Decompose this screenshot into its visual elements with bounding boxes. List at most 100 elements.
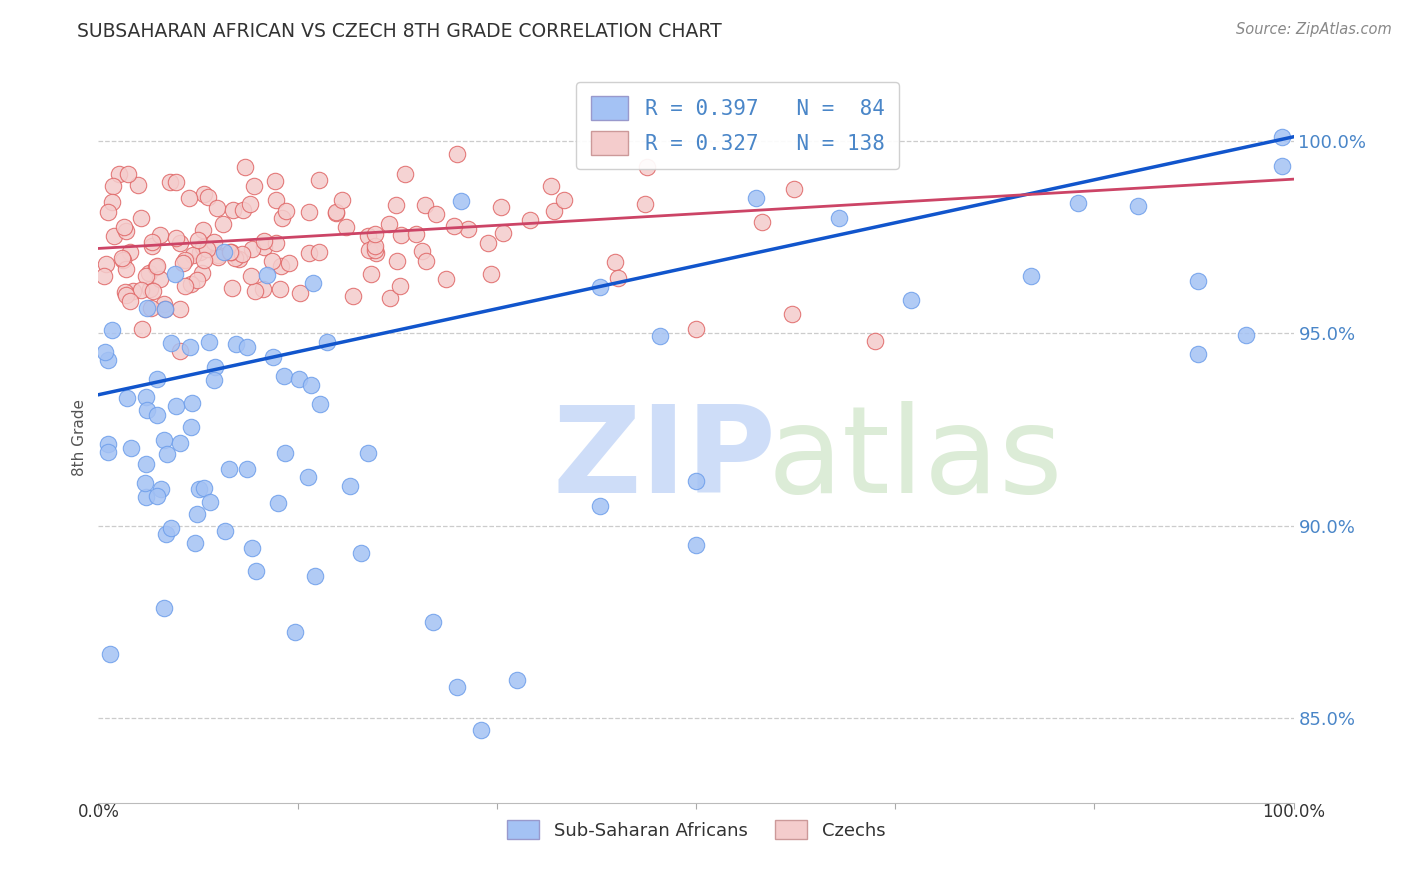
Point bbox=[443, 219, 465, 233]
Point bbox=[606, 271, 628, 285]
Point bbox=[506, 673, 529, 687]
Point bbox=[131, 322, 153, 336]
Point bbox=[159, 521, 181, 535]
Point bbox=[174, 278, 197, 293]
Point bbox=[212, 217, 235, 231]
Point bbox=[364, 246, 387, 260]
Point bbox=[360, 267, 382, 281]
Point bbox=[271, 211, 294, 226]
Point bbox=[204, 359, 226, 374]
Point bbox=[146, 489, 169, 503]
Point bbox=[540, 179, 562, 194]
Point bbox=[357, 446, 380, 460]
Text: atlas: atlas bbox=[768, 401, 1063, 517]
Point bbox=[634, 197, 657, 211]
Point bbox=[325, 205, 347, 219]
Point bbox=[1187, 274, 1209, 288]
Text: 0.0%: 0.0% bbox=[77, 803, 120, 821]
Point bbox=[129, 283, 152, 297]
Point bbox=[446, 147, 468, 161]
Point bbox=[149, 271, 172, 285]
Point bbox=[135, 269, 157, 284]
Point bbox=[470, 723, 492, 737]
Point bbox=[240, 243, 263, 257]
Point bbox=[330, 194, 353, 208]
Point bbox=[146, 259, 169, 273]
Point bbox=[264, 235, 287, 250]
Point bbox=[202, 235, 225, 250]
Point bbox=[273, 369, 295, 384]
Point bbox=[685, 322, 707, 336]
Point bbox=[422, 615, 444, 629]
Point bbox=[780, 307, 803, 321]
Point bbox=[169, 436, 191, 450]
Point bbox=[159, 175, 181, 189]
Point bbox=[186, 273, 208, 287]
Point bbox=[134, 475, 156, 490]
Point bbox=[179, 191, 201, 205]
Point bbox=[253, 234, 276, 248]
Point bbox=[149, 482, 172, 496]
Point bbox=[378, 217, 401, 231]
Point bbox=[103, 228, 125, 243]
Point bbox=[243, 285, 266, 299]
Point bbox=[425, 207, 447, 221]
Point bbox=[138, 266, 160, 280]
Point bbox=[197, 334, 219, 349]
Point bbox=[269, 282, 291, 296]
Point bbox=[242, 541, 264, 556]
Point bbox=[477, 236, 499, 251]
Point bbox=[224, 251, 246, 265]
Point bbox=[236, 340, 259, 354]
Point bbox=[264, 173, 287, 187]
Point bbox=[378, 291, 401, 305]
Point bbox=[308, 245, 330, 260]
Point bbox=[97, 353, 120, 368]
Point bbox=[685, 538, 707, 552]
Point bbox=[198, 495, 221, 509]
Point bbox=[277, 256, 299, 270]
Point bbox=[264, 193, 287, 207]
Point bbox=[288, 285, 311, 300]
Point bbox=[153, 297, 176, 311]
Y-axis label: 8th Grade: 8th Grade bbox=[72, 399, 87, 475]
Point bbox=[180, 396, 202, 410]
Point bbox=[865, 334, 887, 348]
Point bbox=[141, 235, 163, 249]
Point bbox=[636, 160, 658, 174]
Point bbox=[253, 240, 276, 254]
Text: Source: ZipAtlas.com: Source: ZipAtlas.com bbox=[1236, 22, 1392, 37]
Point bbox=[174, 252, 197, 267]
Point bbox=[751, 215, 773, 229]
Point bbox=[165, 399, 187, 413]
Point bbox=[299, 378, 322, 392]
Point bbox=[214, 524, 236, 538]
Point bbox=[553, 194, 575, 208]
Point bbox=[235, 160, 257, 174]
Point bbox=[457, 222, 479, 236]
Point bbox=[118, 245, 141, 260]
Point bbox=[603, 255, 626, 269]
Text: SUBSAHARAN AFRICAN VS CZECH 8TH GRADE CORRELATION CHART: SUBSAHARAN AFRICAN VS CZECH 8TH GRADE CO… bbox=[77, 22, 723, 41]
Point bbox=[221, 281, 243, 295]
Point bbox=[685, 475, 707, 489]
Point bbox=[97, 437, 120, 451]
Point bbox=[139, 282, 162, 296]
Point bbox=[745, 191, 768, 205]
Point bbox=[97, 444, 120, 458]
Point bbox=[298, 204, 321, 219]
Point bbox=[405, 227, 427, 242]
Point bbox=[145, 371, 167, 385]
Point bbox=[136, 403, 159, 417]
Point bbox=[252, 282, 274, 296]
Point bbox=[298, 245, 321, 260]
Point bbox=[153, 301, 176, 316]
Point bbox=[589, 500, 612, 514]
Point bbox=[235, 462, 257, 476]
Point bbox=[388, 279, 411, 293]
Point bbox=[135, 390, 157, 404]
Point bbox=[245, 565, 267, 579]
Point bbox=[141, 239, 163, 253]
Point bbox=[1271, 129, 1294, 144]
Point bbox=[783, 182, 806, 196]
